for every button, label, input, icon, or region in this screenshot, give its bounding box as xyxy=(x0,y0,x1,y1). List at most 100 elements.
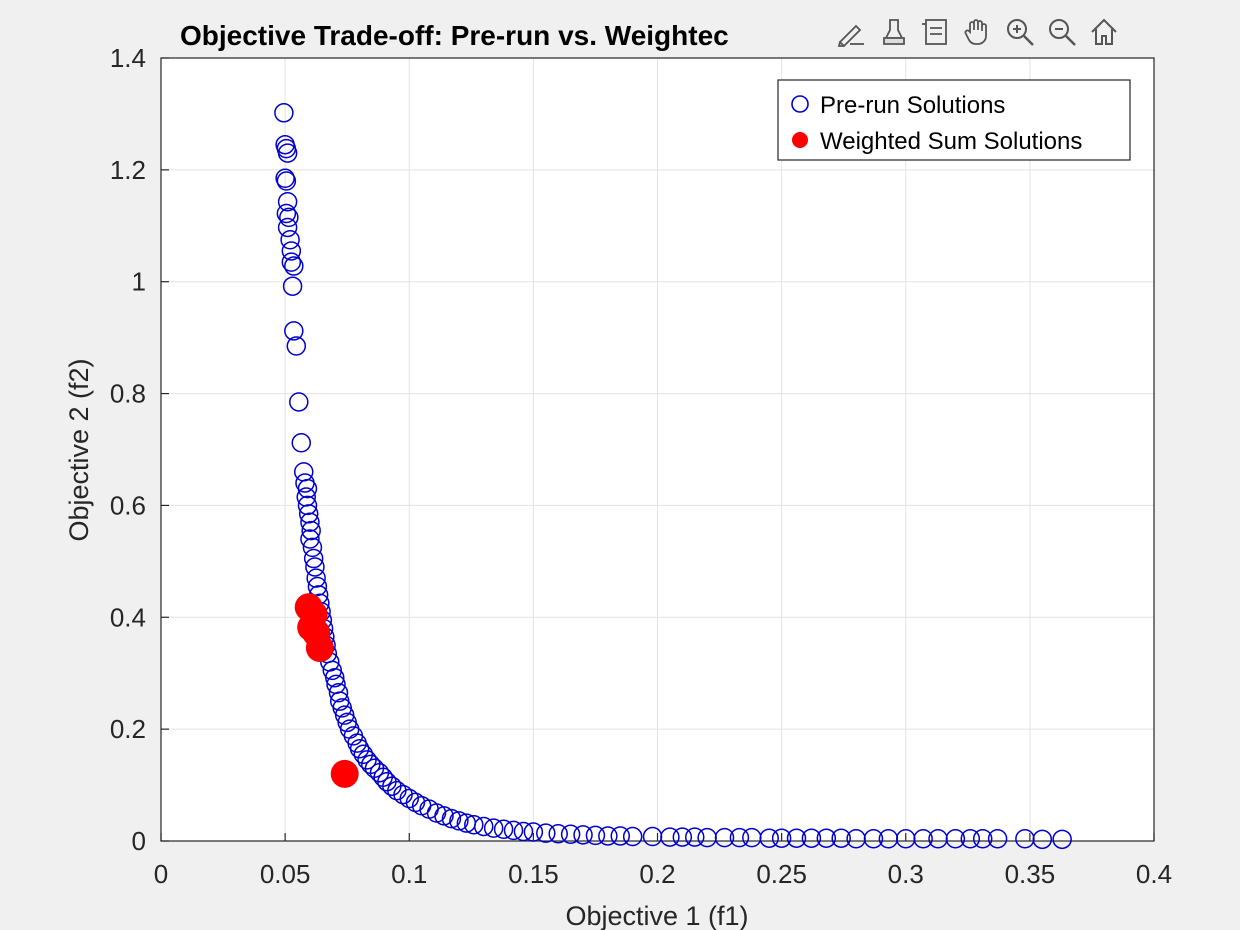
prerun-point xyxy=(483,818,504,838)
legend-label-prerun: Pre-run Solutions xyxy=(820,92,1005,119)
prerun-point xyxy=(863,829,884,849)
y-tick-label: 0.6 xyxy=(110,490,146,520)
prerun-point xyxy=(503,820,524,841)
prerun-point xyxy=(913,829,933,849)
plot-series xyxy=(274,103,1072,850)
prerun-point xyxy=(464,815,484,835)
prerun-point xyxy=(714,827,735,848)
prerun-point xyxy=(441,808,462,829)
prerun-point xyxy=(274,103,294,123)
prerun-point xyxy=(610,826,631,846)
prerun-point xyxy=(286,336,307,356)
prerun-point xyxy=(573,825,593,845)
prerun-point xyxy=(328,683,349,703)
prerun-point xyxy=(277,191,298,212)
prerun-point xyxy=(972,829,993,849)
weighted-sum-point xyxy=(330,759,359,788)
x-tick-label: 0 xyxy=(154,859,168,889)
prerun-point xyxy=(945,829,966,849)
prerun-point xyxy=(560,824,581,845)
chart-title: Objective Trade-off: Pre-run vs. Weighte… xyxy=(180,20,729,51)
legend-marker-weighted xyxy=(792,132,808,148)
prerun-point xyxy=(987,829,1008,849)
x-tick-label: 0.35 xyxy=(1005,859,1056,889)
legend-marker-prerun xyxy=(791,95,809,113)
y-tick-label: 0.4 xyxy=(110,602,146,632)
prerun-point xyxy=(684,827,705,847)
y-tick-label: 1.2 xyxy=(110,155,146,185)
prerun-point xyxy=(297,478,318,499)
prerun-point xyxy=(298,504,319,524)
brush-icon[interactable] xyxy=(876,12,912,52)
y-tick-label: 1 xyxy=(132,267,146,297)
prerun-point xyxy=(281,241,302,261)
weighted-sum-point xyxy=(305,634,334,663)
prerun-point xyxy=(277,143,298,163)
y-tick-label: 0.2 xyxy=(110,714,146,744)
prerun-point xyxy=(1032,829,1053,850)
x-tick-label: 0.15 xyxy=(508,859,559,889)
prerun-point xyxy=(279,207,299,228)
series-weighted-sum-solutions xyxy=(294,593,359,788)
prerun-point xyxy=(276,203,297,224)
prerun-point xyxy=(523,822,544,842)
prerun-point xyxy=(801,828,822,848)
home-icon[interactable] xyxy=(1086,12,1122,52)
prerun-point xyxy=(353,744,374,765)
y-tick-label: 0.8 xyxy=(110,379,146,409)
prerun-point xyxy=(493,819,514,840)
prerun-point xyxy=(302,537,323,558)
prerun-point xyxy=(585,825,606,846)
y-tick-label: 1.4 xyxy=(110,43,146,73)
prerun-point xyxy=(449,811,469,831)
y-axis-label: Objective 2 (f2) xyxy=(64,358,94,541)
prerun-point xyxy=(282,276,303,296)
prerun-point xyxy=(284,321,304,341)
legend-label-weighted: Weighted Sum Solutions xyxy=(820,128,1082,155)
prerun-point xyxy=(301,520,321,541)
prerun-point xyxy=(960,829,981,849)
legend-icon[interactable] xyxy=(918,12,954,52)
prerun-point xyxy=(399,788,419,809)
pan-hand-icon[interactable] xyxy=(960,12,996,52)
x-tick-label: 0.2 xyxy=(639,859,675,889)
prerun-point xyxy=(275,168,295,188)
prerun-point xyxy=(771,828,792,848)
x-tick-label: 0.3 xyxy=(888,859,924,889)
edit-icon[interactable] xyxy=(834,12,870,52)
prerun-point xyxy=(672,827,693,847)
series-prerun-solutions xyxy=(274,103,1072,850)
prerun-point xyxy=(300,529,320,549)
legend[interactable]: Pre-run Solutions Weighted Sum Solutions xyxy=(777,79,1131,161)
prerun-point xyxy=(296,487,316,507)
prerun-point xyxy=(536,823,556,843)
prerun-point xyxy=(289,392,309,412)
prerun-point xyxy=(598,826,618,846)
x-axis-label: Objective 1 (f1) xyxy=(565,901,748,930)
prerun-point xyxy=(660,827,680,847)
prerun-point xyxy=(277,217,298,238)
prerun-point xyxy=(300,512,320,532)
prerun-point xyxy=(816,828,837,848)
prerun-point xyxy=(322,660,343,681)
x-tick-label: 0.25 xyxy=(756,859,807,889)
prerun-point xyxy=(280,230,300,250)
prerun-point xyxy=(1052,829,1072,850)
x-tick-label: 0.1 xyxy=(391,859,427,889)
prerun-point xyxy=(297,495,318,516)
prerun-point xyxy=(325,667,345,688)
prerun-point xyxy=(548,823,568,844)
y-tick-label: 0 xyxy=(132,826,146,856)
prerun-point xyxy=(305,557,325,577)
prerun-point xyxy=(786,828,807,848)
zoom-in-icon[interactable] xyxy=(1002,12,1038,52)
prerun-point xyxy=(334,705,355,725)
prerun-point xyxy=(349,738,370,759)
prerun-point xyxy=(307,576,328,597)
prerun-point xyxy=(291,433,312,453)
zoom-out-icon[interactable] xyxy=(1044,12,1080,52)
prerun-point xyxy=(759,828,779,848)
prerun-point xyxy=(622,826,643,847)
x-tick-label: 0.05 xyxy=(260,859,311,889)
